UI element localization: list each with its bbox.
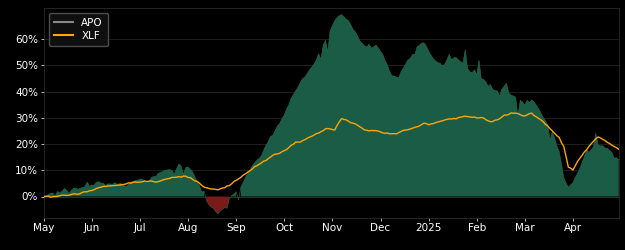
Legend: APO, XLF: APO, XLF xyxy=(49,13,108,46)
